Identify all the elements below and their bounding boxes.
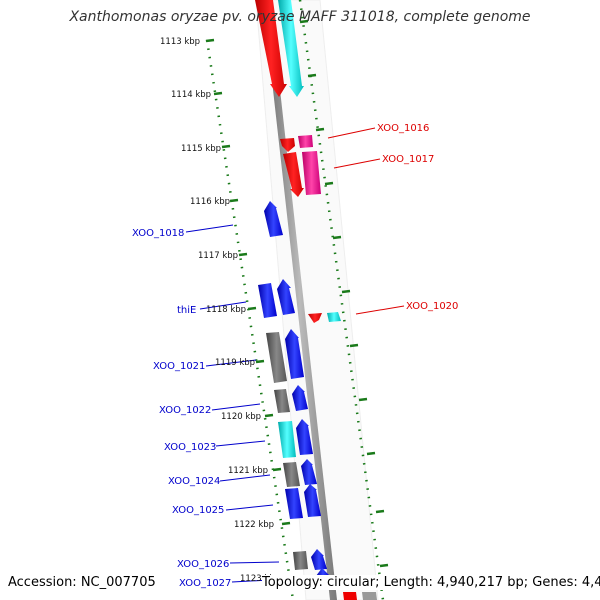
gene-xoo-1024-blue[interactable] [301, 459, 317, 485]
reverse-label-connectors [185, 224, 280, 583]
connector-xoo-1017 [333, 158, 381, 169]
gene-thie-a[interactable] [258, 283, 277, 318]
gene-label-xoo-1021[interactable]: XOO_1021 [153, 361, 205, 372]
reverse-gene-labels: XOO_1018 thiE XOO_1021 XOO_1022 XOO_1023… [132, 228, 231, 589]
gene-label-xoo-1026[interactable]: XOO_1026 [177, 559, 229, 570]
gene-xoo-1022-gray[interactable] [274, 389, 290, 413]
inner-scale-track [205, 39, 295, 600]
genome-backbone [263, 0, 337, 600]
scale-tick [264, 413, 274, 418]
scale-tick [379, 563, 389, 568]
gene-label-xoo-1027[interactable]: XOO_1027 [179, 578, 231, 589]
gene-label-xoo-1022[interactable]: XOO_1022 [159, 405, 211, 416]
scale-tick [299, 19, 309, 24]
scale-tick [358, 397, 368, 402]
inner-scale-major-ticks [205, 38, 291, 526]
scale-tick [229, 198, 239, 203]
scale-tick [332, 235, 342, 240]
gene-xoo-1023-cyan[interactable] [278, 421, 296, 458]
gene-label-xoo-1018[interactable]: XOO_1018 [132, 228, 184, 239]
gene-label-xoo-1025[interactable]: XOO_1025 [172, 505, 224, 516]
scale-label: 1121 kbp [228, 466, 268, 476]
gene-xoo-1020-cyan[interactable] [327, 312, 341, 322]
scale-label: 1117 kbp [198, 251, 238, 261]
scale-tick [324, 181, 334, 186]
scale-label: 1118 kbp [206, 305, 246, 315]
scale-tick [307, 73, 317, 78]
outer-scale-major-ticks [299, 19, 389, 568]
connector-xoo-1022 [211, 403, 261, 411]
connector-xoo-1024 [219, 474, 271, 482]
gene-xoo-1017-magenta[interactable] [302, 151, 321, 195]
gene-label-xoo-1016[interactable]: XOO_1016 [377, 123, 429, 134]
scale-tick [349, 343, 359, 348]
gene-xoo-1017-red[interactable] [283, 152, 304, 197]
scale-tick [272, 467, 282, 472]
scale-tick [315, 127, 325, 132]
scale-tick [341, 289, 351, 294]
gene-xoo-1018[interactable] [264, 201, 283, 237]
gene-xoo-1021-blue[interactable] [285, 329, 304, 379]
forward-gene-red-small[interactable] [280, 138, 295, 152]
genome-backbone-end [362, 592, 377, 600]
gene-xoo-1025-blue-a[interactable] [285, 488, 303, 519]
gene-xoo-1020-red[interactable] [308, 313, 322, 323]
scale-tick [375, 509, 385, 514]
scale-tick [281, 521, 291, 526]
connector-xoo-1020 [355, 305, 405, 315]
forward-gene-labels: XOO_1016 XOO_1017 XOO_1020 [377, 123, 458, 312]
forward-gene-magenta[interactable] [298, 135, 313, 148]
forward-gene-cyan[interactable] [278, 0, 304, 97]
scale-label: 1119 kbp [215, 358, 255, 368]
scale-tick [213, 91, 223, 96]
gene-label-xoo-1020[interactable]: XOO_1020 [406, 301, 458, 312]
forward-label-connectors [327, 127, 405, 315]
gene-xoo-1022-blue[interactable] [292, 385, 308, 411]
scale-tick [221, 144, 231, 149]
forward-gene-red[interactable] [255, 0, 287, 97]
scale-tick [255, 359, 265, 364]
scale-label: 1122 kbp [234, 520, 274, 530]
gene-xoo-1021-gray[interactable] [266, 332, 287, 383]
genome-title: Xanthomonas oryzae pv. oryzae MAFF 31101… [69, 9, 531, 25]
scale-tick [205, 38, 215, 43]
connector-xoo-1018 [185, 224, 234, 233]
accession-label: Accession: NC_007705 [8, 575, 156, 590]
gene-xoo-1023-blue[interactable] [296, 419, 313, 455]
connector-xoo-1026 [229, 561, 280, 564]
scale-label: 1120 kbp [221, 412, 261, 422]
gene-label-xoo-1017[interactable]: XOO_1017 [382, 154, 434, 165]
scale-tick [238, 252, 248, 257]
gene-label-xoo-1023[interactable]: XOO_1023 [164, 442, 216, 453]
gene-label-thie[interactable]: thiE [177, 305, 196, 316]
connector-xoo-1021 [205, 359, 257, 367]
scale-label: 1116 kbp [190, 197, 230, 207]
scale-tick [247, 306, 257, 311]
scale-label: 1113 kbp [160, 37, 200, 47]
gene-thie-b[interactable] [277, 279, 295, 315]
scale-label: 1114 kbp [171, 90, 211, 100]
scale-tick [366, 451, 376, 456]
connector-xoo-1023 [215, 440, 266, 447]
connector-xoo-1016 [327, 127, 376, 139]
gene-bottom-red [343, 592, 357, 600]
scale-label: 1123 kbp [240, 574, 280, 584]
gene-xoo-1025-blue-b[interactable] [304, 484, 321, 517]
scale-labels: 1113 kbp 1114 kbp 1115 kbp 1116 kbp 1117… [160, 37, 280, 584]
gene-xoo-1026-blue[interactable] [311, 549, 327, 570]
gene-xoo-1026-gray[interactable] [293, 551, 308, 570]
scale-label: 1115 kbp [181, 144, 221, 154]
gene-label-xoo-1024[interactable]: XOO_1024 [168, 476, 220, 487]
gene-xoo-1024-gray[interactable] [283, 462, 300, 487]
connector-xoo-1025 [225, 504, 274, 511]
connector-thie [199, 301, 247, 310]
genome-info-label: Topology: circular; Length: 4,940,217 bp… [262, 575, 600, 590]
